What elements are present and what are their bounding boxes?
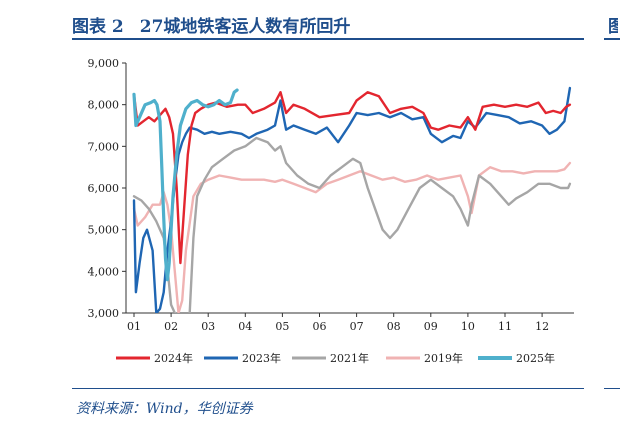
- y-tick-label: 9,000: [88, 57, 120, 70]
- y-tick-label: 5,000: [88, 224, 120, 237]
- series-line-2019年: [132, 161, 572, 313]
- x-tick-label: 08: [387, 320, 401, 333]
- x-tick-label: 10: [461, 320, 475, 333]
- source-divider: [72, 388, 584, 389]
- series-line-2021年: [132, 136, 572, 313]
- x-tick-label: 07: [350, 320, 364, 333]
- x-tick-label: 12: [535, 320, 549, 333]
- x-tick-label: 06: [313, 320, 327, 333]
- adjacent-source-divider: [604, 388, 620, 389]
- x-tick-label: 11: [498, 320, 512, 333]
- series-line-2024年: [132, 90, 572, 265]
- x-tick-label: 01: [127, 320, 141, 333]
- x-tick-label: 04: [238, 320, 252, 333]
- adjacent-title-divider: [604, 38, 620, 40]
- series-line-2025年: [132, 88, 239, 282]
- x-tick-label: 09: [424, 320, 438, 333]
- figure-title: 27城地铁客运人数有所回升: [139, 16, 351, 37]
- y-tick-label: 6,000: [88, 182, 120, 195]
- source-note: 资料来源：Wind，华创证券: [76, 401, 253, 417]
- y-tick-label: 3,000: [88, 307, 120, 320]
- legend-label: 2023年: [242, 351, 281, 365]
- x-tick-label: 05: [275, 320, 289, 333]
- y-tick-label: 8,000: [88, 99, 120, 112]
- adjacent-figure-label: 图: [608, 17, 618, 36]
- legend-label: 2021年: [330, 351, 369, 365]
- series-line-2023年: [132, 86, 572, 313]
- legend-label: 2019年: [424, 351, 463, 365]
- y-tick-label: 7,000: [88, 140, 120, 153]
- y-tick-label: 4,000: [88, 265, 120, 278]
- figure-title-row: 图表 2 27城地铁客运人数有所回升: [72, 12, 351, 37]
- legend-label: 2025年: [516, 351, 555, 365]
- x-tick-label: 03: [201, 320, 215, 333]
- legend-label: 2024年: [154, 351, 193, 365]
- title-divider: [72, 38, 584, 40]
- x-tick-label: 02: [164, 320, 178, 333]
- figure-label: 图表 2: [72, 16, 124, 37]
